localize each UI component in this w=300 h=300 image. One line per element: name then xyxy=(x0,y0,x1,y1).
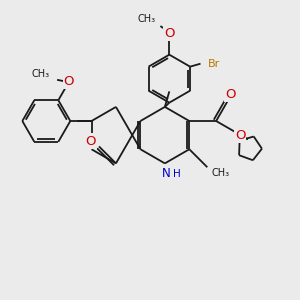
Text: O: O xyxy=(64,75,74,88)
Text: O: O xyxy=(85,135,96,148)
Text: Br: Br xyxy=(208,59,220,69)
Text: H: H xyxy=(173,169,181,179)
Text: N: N xyxy=(162,167,171,180)
Text: O: O xyxy=(235,129,245,142)
Text: CH₃: CH₃ xyxy=(32,69,50,79)
Text: O: O xyxy=(164,27,175,40)
Text: CH₃: CH₃ xyxy=(138,14,156,24)
Text: CH₃: CH₃ xyxy=(212,168,230,178)
Text: O: O xyxy=(225,88,236,100)
